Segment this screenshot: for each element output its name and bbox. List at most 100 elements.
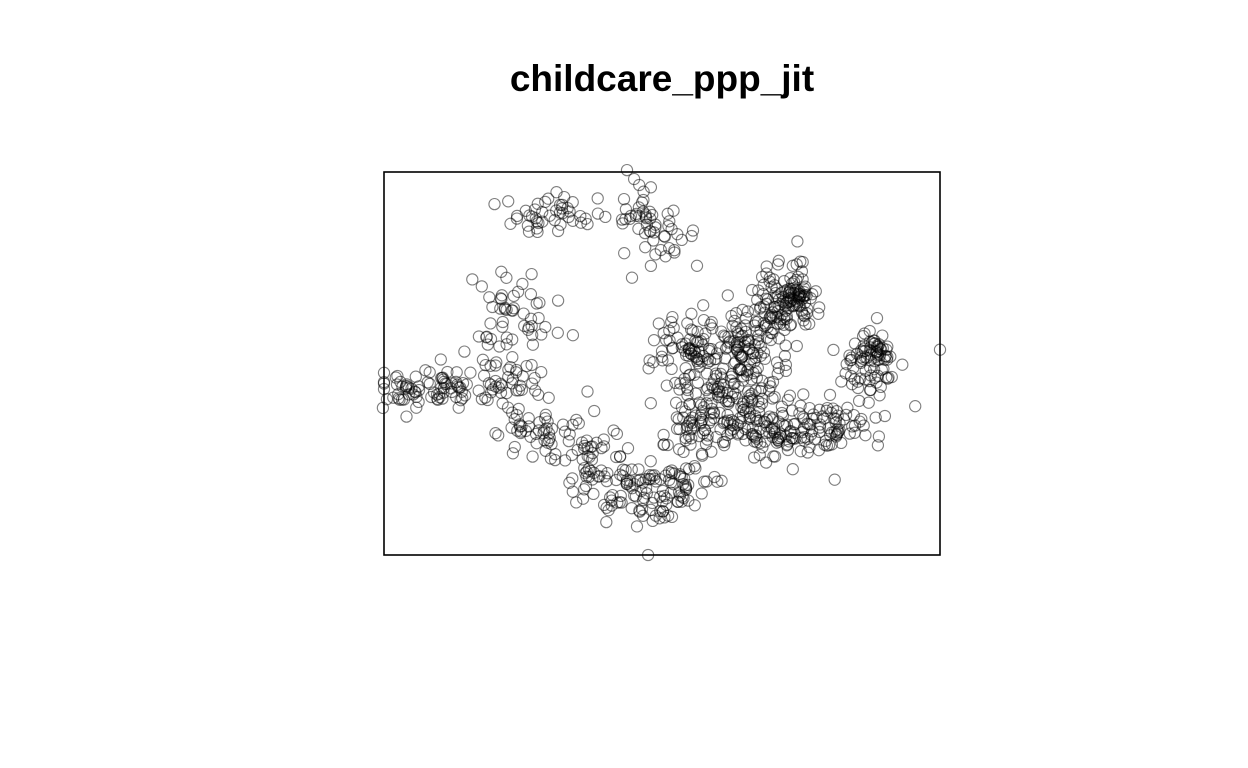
data-point (507, 289, 520, 303)
data-point (679, 376, 692, 389)
data-point (598, 470, 611, 483)
data-point (698, 475, 711, 488)
data-point (460, 378, 473, 391)
data-point (800, 288, 813, 302)
data-point (665, 362, 678, 376)
data-point (682, 494, 695, 507)
data-point (464, 366, 477, 379)
data-point (760, 331, 774, 344)
data-point (748, 430, 762, 444)
chart-title: childcare_ppp_jit (509, 58, 815, 99)
data-point (683, 416, 696, 429)
data-point (806, 288, 819, 301)
data-point (682, 369, 696, 382)
data-point (518, 319, 531, 333)
data-point (697, 299, 710, 312)
data-point (701, 352, 715, 366)
data-point (644, 397, 657, 410)
data-point (725, 370, 738, 383)
data-point (693, 396, 706, 409)
data-point (614, 468, 627, 481)
data-point (502, 370, 515, 384)
data-point (755, 270, 769, 284)
data-point (718, 439, 731, 452)
data-point (508, 413, 521, 426)
data-point (933, 343, 947, 356)
points-layer (376, 163, 947, 562)
data-point (741, 394, 755, 408)
data-point (376, 401, 390, 415)
data-point (787, 418, 800, 431)
data-point (640, 218, 654, 231)
data-point (779, 364, 793, 378)
data-point (530, 215, 543, 228)
data-point (701, 433, 714, 446)
data-point (845, 351, 858, 364)
data-point (746, 421, 759, 434)
data-point (873, 389, 886, 402)
data-point (755, 382, 768, 395)
data-point (789, 432, 802, 445)
data-point (600, 515, 613, 529)
data-point (844, 369, 858, 383)
data-point (529, 384, 542, 397)
data-point (784, 294, 798, 307)
data-point (525, 267, 538, 281)
data-point (505, 377, 519, 390)
data-point (647, 334, 661, 347)
data-point (722, 330, 735, 344)
data-point (570, 413, 583, 427)
data-point (481, 393, 494, 407)
data-point (505, 421, 518, 434)
data-point (797, 309, 810, 322)
data-point (869, 411, 882, 424)
data-point (750, 324, 763, 338)
data-point (872, 430, 886, 443)
data-point (681, 389, 694, 402)
data-point (721, 289, 734, 302)
data-point (790, 339, 803, 353)
data-point (751, 346, 764, 360)
data-point (797, 412, 811, 426)
data-point (656, 495, 669, 508)
data-point (635, 502, 649, 516)
data-point (736, 349, 749, 363)
data-point (830, 405, 843, 418)
data-point (541, 436, 554, 449)
data-point (508, 440, 521, 454)
data-point (818, 438, 831, 451)
data-point (450, 366, 463, 379)
data-point (632, 463, 645, 476)
data-point (597, 440, 611, 453)
data-point (682, 429, 696, 443)
data-point (738, 339, 751, 353)
data-point (521, 323, 535, 336)
data-point (683, 398, 696, 411)
data-point (813, 301, 826, 314)
data-point (525, 358, 538, 372)
data-point (791, 270, 805, 284)
data-point (541, 415, 554, 428)
data-point (662, 465, 676, 479)
data-point (753, 414, 766, 427)
data-point (709, 367, 723, 380)
data-point (878, 409, 892, 423)
data-point (639, 241, 652, 254)
data-point (829, 430, 843, 443)
data-point (688, 459, 701, 473)
data-point (719, 352, 732, 365)
data-point (663, 215, 676, 228)
data-point (768, 390, 781, 404)
data-point (610, 450, 623, 464)
data-point (706, 322, 719, 335)
data-point (380, 393, 394, 406)
data-point (530, 222, 544, 235)
data-point (765, 423, 779, 436)
data-point (481, 338, 494, 351)
data-point (644, 455, 657, 468)
data-point (520, 359, 533, 373)
data-point (660, 379, 673, 392)
data-point (736, 303, 749, 317)
data-point (431, 392, 444, 406)
